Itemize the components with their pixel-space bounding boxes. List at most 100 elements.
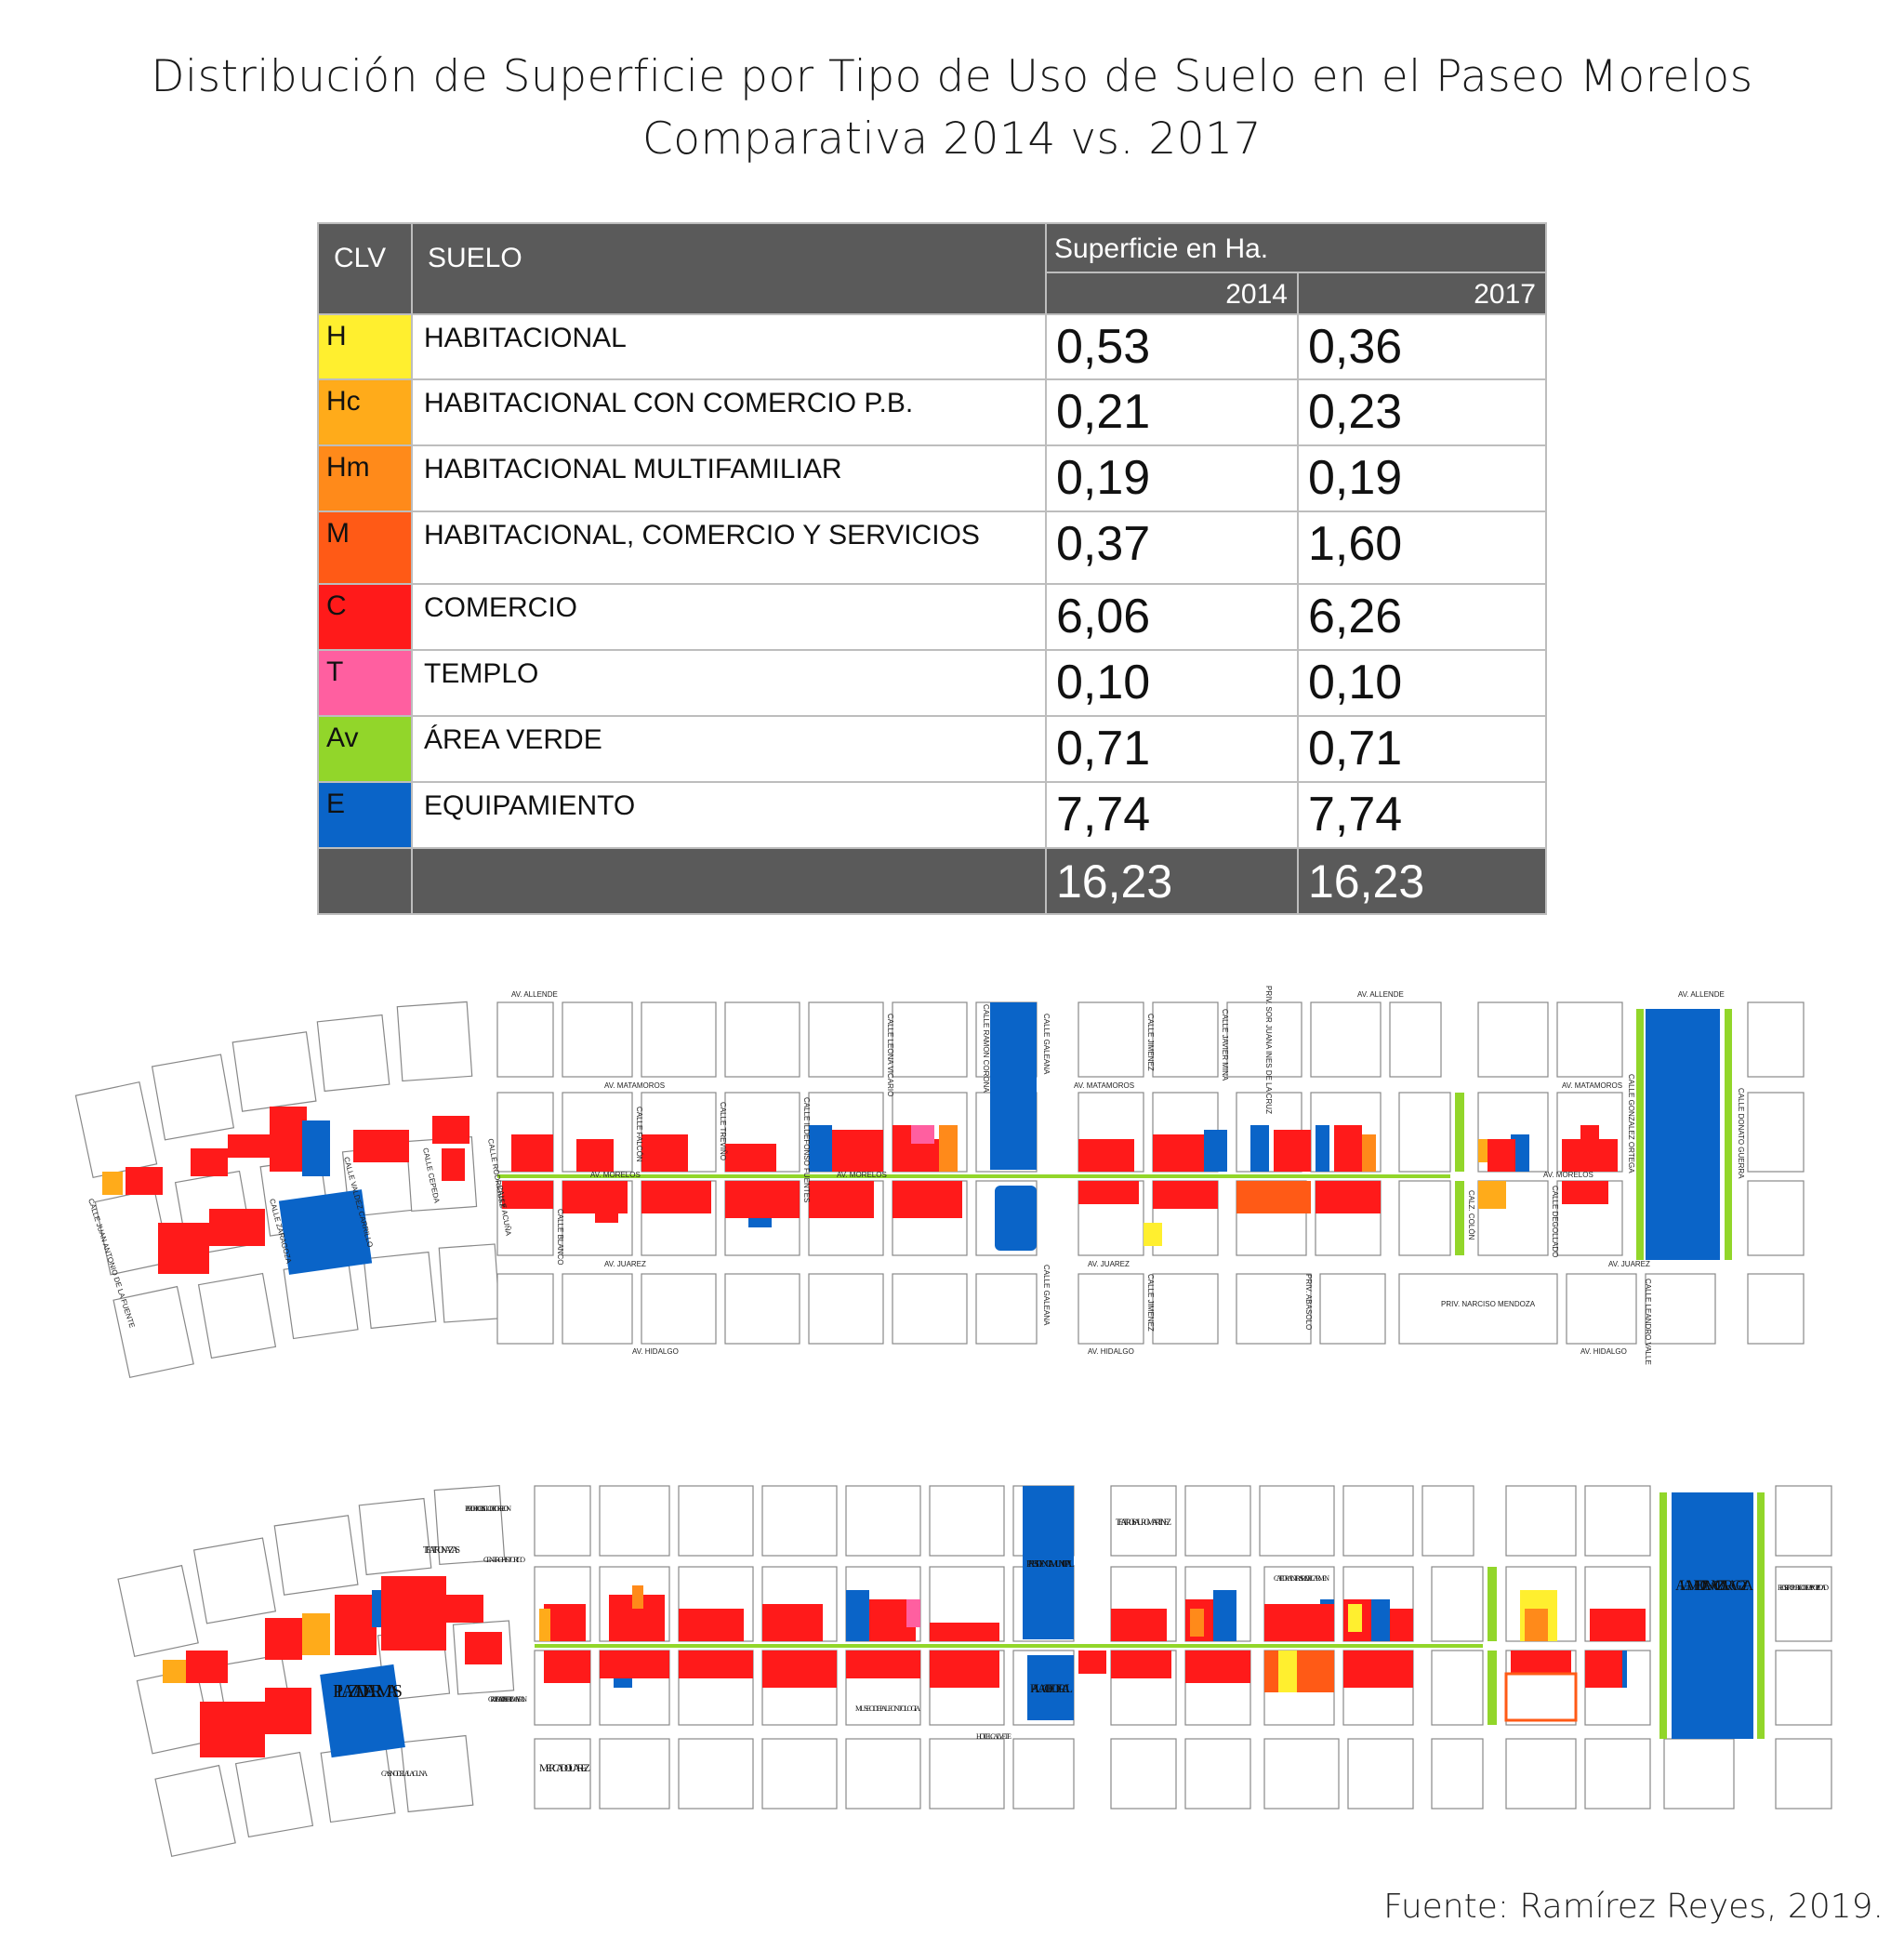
- map-2017-labels: PLAZA DE ARMAS PALACIO FEDERAL PRESIDENC…: [333, 1505, 1829, 1778]
- value-2017: 0,23: [1297, 378, 1547, 446]
- total-row: 16,23 16,23: [317, 847, 1547, 915]
- value-2017: 0,10: [1297, 649, 1547, 717]
- map-2017-left-lots: [163, 1576, 502, 1758]
- map-2014-commercial-lots: [502, 1125, 1618, 1246]
- value-2014: 7,74: [1045, 781, 1299, 849]
- suelo-cell: HABITACIONAL MULTIFAMILIAR: [411, 444, 1047, 512]
- total-blank-1: [317, 847, 413, 915]
- label-teatro-nazas: TEATRO NAZAS: [423, 1545, 460, 1556]
- label-mercado: MERCADO JUAREZ: [539, 1761, 590, 1774]
- label-hidalgo-3: AV. HIDALGO: [1580, 1347, 1627, 1356]
- map-2014: AV. ALLENDE AV. ALLENDE AV. ALLENDE AV. …: [74, 986, 1841, 1413]
- value-2014: 0,10: [1045, 649, 1299, 717]
- value-2014: 0,37: [1045, 510, 1299, 585]
- label-hotel-calvete: HOTEL CALVETE: [976, 1732, 1012, 1741]
- header-clv: CLV: [317, 222, 413, 315]
- table-row: H HABITACIONAL 0,53 0,36: [317, 313, 1547, 380]
- label-colon: CALZ. COLÓN: [1467, 1190, 1475, 1240]
- label-hidalgo: AV. HIDALGO: [632, 1347, 679, 1356]
- label-matamoros-2: AV. MATAMOROS: [1074, 1081, 1134, 1090]
- value-2017: 0,36: [1297, 313, 1547, 380]
- label-plaza-de-armas: PLAZA DE ARMAS: [333, 1681, 403, 1702]
- table-row: Av ÁREA VERDE 0,71 0,71: [317, 715, 1547, 783]
- clv-cell: Hc: [317, 378, 413, 446]
- table-row: E EQUIPAMIENTO 7,74 7,74: [317, 781, 1547, 849]
- label-javier-mina: CALLE JAVIER MINA: [1221, 1009, 1229, 1081]
- label-leona: CALLE LEONA VICARIO: [886, 1014, 894, 1096]
- chart-title: Distribución de Superficie por Tipo de U…: [151, 51, 1753, 102]
- label-matamoros: AV. MATAMOROS: [604, 1081, 665, 1090]
- map-2014-left-blocks: [74, 1001, 501, 1379]
- suelo-cell: TEMPLO: [411, 649, 1047, 717]
- label-palacio-federal: PALACIO FEDERAL: [1030, 1681, 1073, 1695]
- label-ramon-corona: CALLE RAMON CORONA: [982, 1004, 990, 1093]
- table-row: M HABITACIONAL, COMERCIO Y SERVICIOS 0,3…: [317, 510, 1547, 585]
- land-use-table: CLV SUELO Superficie en Ha. 2014 2017 H …: [317, 222, 1547, 915]
- source-note: Fuente: Ramírez Reyes, 2019.: [1383, 1888, 1884, 1926]
- table-row: Hc HABITACIONAL CON COMERCIO P.B. 0,21 0…: [317, 378, 1547, 446]
- label-juarez-3: AV. JUAREZ: [1608, 1260, 1650, 1268]
- map-2017-commercial-lots: [539, 1585, 1646, 1722]
- value-2017: 6,26: [1297, 583, 1547, 651]
- label-blanco: CALLE BLANCO: [556, 1209, 564, 1265]
- value-2017: 7,74: [1297, 781, 1547, 849]
- table-row: C COMERCIO 6,06 6,26: [317, 583, 1547, 651]
- total-blank-2: [411, 847, 1047, 915]
- header-suelo: SUELO: [411, 222, 1047, 315]
- header-superficie: Superficie en Ha.: [1045, 222, 1547, 273]
- value-2017: 1,60: [1297, 510, 1547, 585]
- value-2017: 0,19: [1297, 444, 1547, 512]
- map-2017-green-areas: [535, 1492, 1765, 1739]
- suelo-cell: HABITACIONAL, COMERCIO Y SERVICIOS: [411, 510, 1047, 585]
- total-2017: 16,23: [1297, 847, 1547, 915]
- label-abasolo: PRIV. ABASOLO: [1304, 1274, 1313, 1330]
- label-galeana-2: CALLE GALEANA: [1042, 1265, 1051, 1326]
- label-grupo-radio: GRUPO RADIO ESTEREO MAYRAN: [488, 1695, 527, 1704]
- map-2017: PLAZA DE ARMAS PALACIO FEDERAL PRESIDENC…: [74, 1469, 1841, 1878]
- suelo-cell: HABITACIONAL: [411, 313, 1047, 380]
- label-falcon: CALLE FALCÓN: [635, 1107, 643, 1162]
- map-2014-left-lots: [102, 1107, 469, 1275]
- suelo-cell: HABITACIONAL CON COMERCIO P.B.: [411, 378, 1047, 446]
- label-sor-juana: PRIV. SOR JUANA INES DE LA CRUZ: [1264, 986, 1273, 1114]
- suelo-cell: EQUIPAMIENTO: [411, 781, 1047, 849]
- label-morelos-2: AV. MORELOS: [837, 1171, 887, 1179]
- label-catedral: CATEDRAL NTRA. SRA. DEL CARMEN: [1274, 1574, 1329, 1583]
- clv-cell: M: [317, 510, 413, 585]
- label-registro: REGISTRO PUBLICO DE LA PROPIEDAD: [1778, 1584, 1829, 1592]
- map-2017-svg: PLAZA DE ARMAS PALACIO FEDERAL PRESIDENC…: [117, 1485, 1832, 1858]
- clv-cell: T: [317, 649, 413, 717]
- label-alameda: ALAMEDA IGNACIO ZARAGOZA: [1675, 1578, 1753, 1594]
- table-row: T TEMPLO 0,10 0,10: [317, 649, 1547, 717]
- suelo-cell: ÁREA VERDE: [411, 715, 1047, 783]
- map-2014-equipment: [576, 1002, 1720, 1260]
- clv-cell: Av: [317, 715, 413, 783]
- label-narciso: PRIV. NARCISO MENDOZA: [1441, 1300, 1536, 1308]
- clv-cell: Hm: [317, 444, 413, 512]
- label-morelos: AV. MORELOS: [590, 1171, 641, 1179]
- table-row: Hm HABITACIONAL MULTIFAMILIAR 0,19 0,19: [317, 444, 1547, 512]
- label-degollado: CALLE DEGOLLADO: [1551, 1186, 1559, 1257]
- clv-cell: H: [317, 313, 413, 380]
- label-centro-historico: CENTRO HISTORICO: [483, 1556, 525, 1564]
- label-morelos-3: AV. MORELOS: [1543, 1171, 1593, 1179]
- label-casino: CASINO DE LA LAGUNA: [381, 1770, 428, 1778]
- clv-cell: E: [317, 781, 413, 849]
- label-teatro-martinez: TEATRO ISAURO MARTINEZ: [1116, 1518, 1171, 1527]
- label-matamoros-3: AV. MATAMOROS: [1562, 1081, 1622, 1090]
- chart-subtitle: Comparativa 2014 vs. 2017: [641, 113, 1262, 165]
- label-galeana: CALLE GALEANA: [1042, 1014, 1051, 1075]
- value-2017: 0,71: [1297, 715, 1547, 783]
- map-2014-svg: AV. ALLENDE AV. ALLENDE AV. ALLENDE AV. …: [74, 986, 1805, 1379]
- label-jimenez-2: CALLE JIMENEZ: [1146, 1274, 1155, 1332]
- value-2014: 0,21: [1045, 378, 1299, 446]
- label-juarez: AV. JUAREZ: [604, 1260, 646, 1268]
- label-gonzalez-ortega: CALLE GONZALEZ ORTEGA: [1627, 1074, 1635, 1173]
- total-2014: 16,23: [1045, 847, 1299, 915]
- value-2014: 0,19: [1045, 444, 1299, 512]
- header-year-2017: 2017: [1297, 272, 1547, 315]
- map-2017-equipment: [614, 1486, 1753, 1739]
- label-trevino: CALLE TREVIÑO: [719, 1102, 727, 1160]
- label-ildefonso: CALLE ILDEFONSO FUENTES: [802, 1097, 811, 1202]
- label-allende-3: AV. ALLENDE: [1678, 990, 1725, 999]
